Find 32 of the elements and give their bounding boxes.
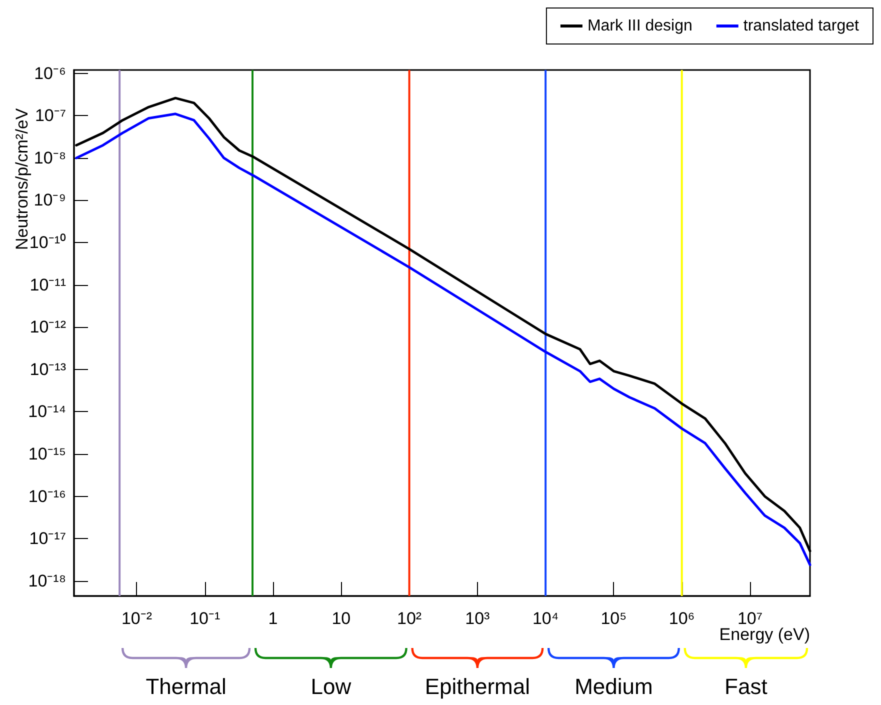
y-tick-label: 10⁻¹⁸ <box>28 571 66 590</box>
y-tick-label: 10⁻¹⁶ <box>28 486 66 506</box>
x-tick-label: 10⁷ <box>737 609 763 628</box>
y-tick-label: 10⁻¹⁷ <box>29 529 66 548</box>
y-tick-label: 10⁻¹⁴ <box>28 402 66 422</box>
x-tick-label: 1 <box>268 609 278 628</box>
text: Low <box>310 674 352 699</box>
x-tick-label: 10⁶ <box>668 609 695 628</box>
y-tick-label: 10⁻¹² <box>30 318 66 337</box>
y-tick-label: 10⁻⁷ <box>34 106 66 126</box>
text: Medium <box>574 674 653 699</box>
x-axis-title: Energy (eV) <box>719 625 810 644</box>
y-tick-label: 10⁻⁸ <box>34 148 66 168</box>
x-tick-label: 10⁵ <box>600 609 627 628</box>
legend-label: translated target <box>743 18 860 34</box>
y-tick-label: 10⁻¹⁵ <box>28 444 66 464</box>
y-tick-label: 10⁻¹¹ <box>30 275 66 294</box>
text: Fast <box>724 674 768 699</box>
y-tick-label: 10⁻⁹ <box>34 190 66 210</box>
text: Epithermal <box>424 674 530 699</box>
x-tick-label: 10 <box>332 609 351 628</box>
text: Thermal <box>146 674 226 699</box>
y-tick-label: 10⁻⁶ <box>34 64 66 83</box>
y-tick-label: 10⁻¹³ <box>30 360 66 379</box>
x-tick-label: 10² <box>397 609 422 628</box>
y-axis-title: Neutrons/p/cm²/eV <box>12 108 32 250</box>
legend-label: Mark III design <box>587 18 692 34</box>
x-tick-label: 10³ <box>465 609 490 628</box>
x-tick-label: 10⁻² <box>121 609 152 628</box>
x-tick-label: 10⁻¹ <box>190 609 220 628</box>
x-tick-label: 10⁴ <box>532 609 559 628</box>
y-tick-label: 10⁻¹⁰ <box>29 233 66 252</box>
